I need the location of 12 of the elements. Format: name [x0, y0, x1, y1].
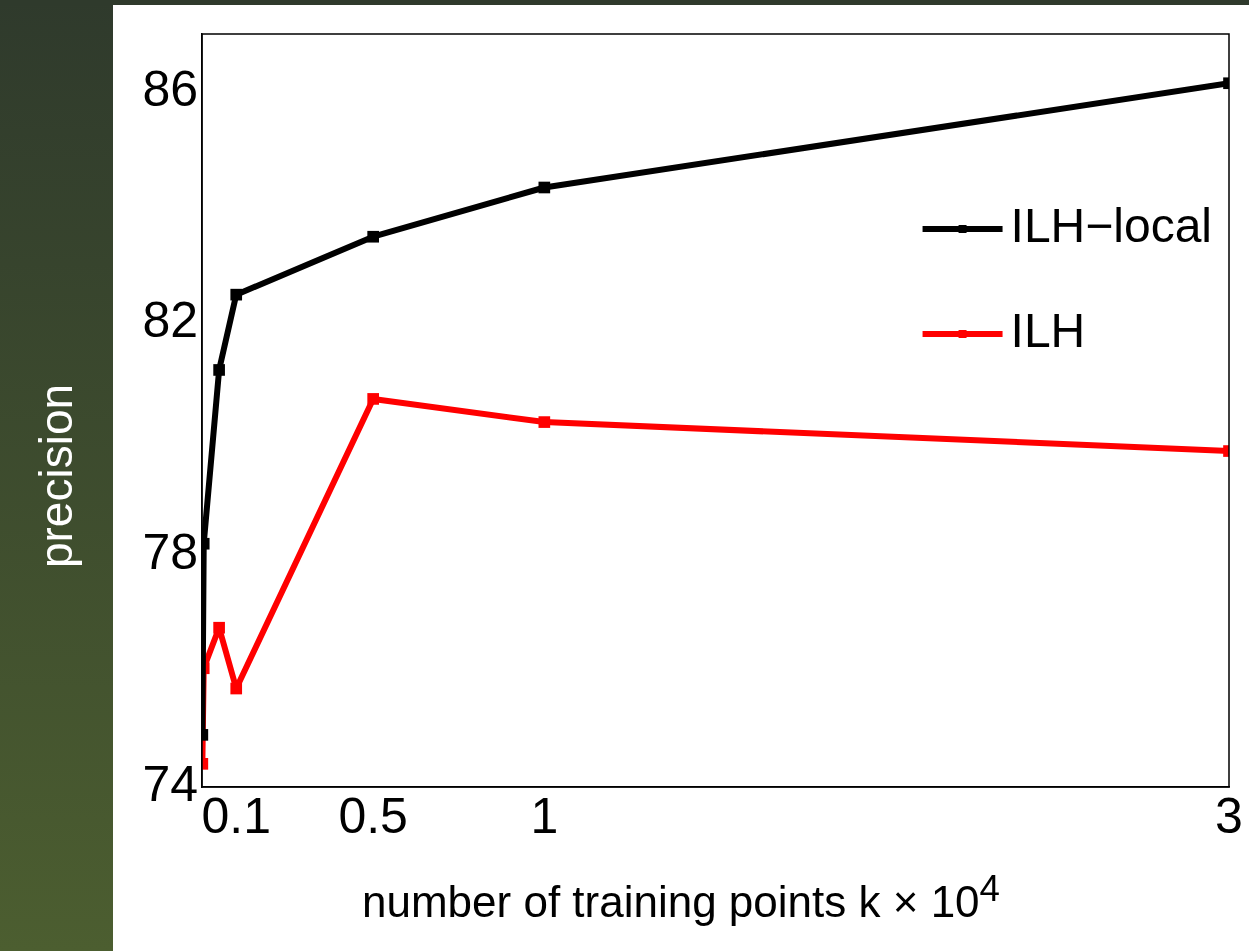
- x-tick-label: 0.5: [338, 787, 408, 844]
- y-tick-label: 78: [142, 524, 198, 581]
- x-tick-label: 3: [1215, 787, 1243, 844]
- legend-label: ILH: [1010, 304, 1086, 358]
- x-tick-label: 1: [530, 787, 559, 844]
- y-tick-label: 86: [142, 60, 198, 117]
- y-tick-label: 74: [142, 755, 198, 812]
- legend-label: ILH−local: [1010, 199, 1213, 253]
- x-axis-title: number of training points k × 10$^{4}$: [361, 868, 1001, 927]
- y-axis-title: precision: [29, 383, 84, 568]
- x-tick-label: 0.1: [201, 787, 271, 844]
- y-tick-label: 82: [142, 292, 198, 349]
